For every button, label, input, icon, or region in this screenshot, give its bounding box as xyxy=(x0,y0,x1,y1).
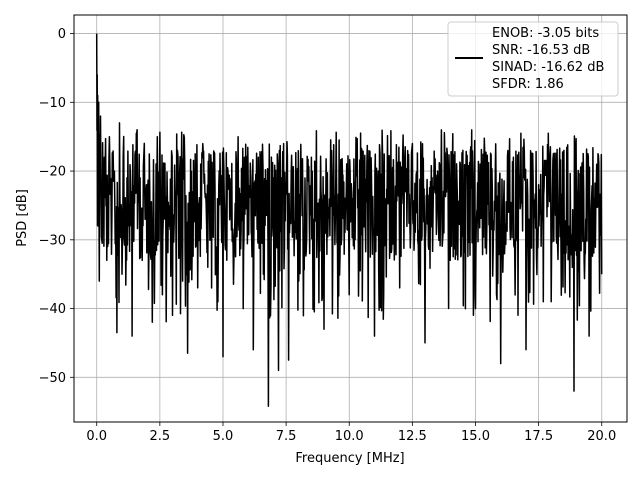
x-tick-label: 2.5 xyxy=(150,429,171,444)
y-tick-label: −50 xyxy=(39,371,66,386)
x-axis-ticks: 0.0 2.5 5.0 7.5 10.0 12.5 15.0 17.5 20.0 xyxy=(86,422,616,444)
x-tick-label: 7.5 xyxy=(276,429,297,444)
x-tick-label: 12.5 xyxy=(398,429,427,444)
psd-series-line xyxy=(95,33,603,407)
plot-frame xyxy=(73,14,628,423)
x-tick-label: 20.0 xyxy=(587,429,616,444)
legend: ENOB: -3.05 bits SNR: -16.53 dB SINAD: -… xyxy=(447,21,619,97)
y-tick-label: −20 xyxy=(39,165,66,180)
x-tick-label: 0.0 xyxy=(86,429,107,444)
x-axis-title: Frequency [MHz] xyxy=(295,451,404,466)
y-axis-ticks: 0 −10 −20 −30 −40 −50 xyxy=(39,27,74,386)
y-axis-title: PSD [dB] xyxy=(15,189,30,247)
y-tick-label: 0 xyxy=(58,27,66,42)
y-tick-label: −40 xyxy=(39,302,66,317)
legend-line-snr: SNR: -16.53 dB xyxy=(492,43,590,58)
legend-box xyxy=(447,21,619,97)
x-tick-label: 10.0 xyxy=(335,429,364,444)
x-tick-label: 5.0 xyxy=(213,429,234,444)
legend-line-enob: ENOB: -3.05 bits xyxy=(492,26,599,41)
y-tick-label: −10 xyxy=(39,96,66,111)
legend-line-sinad: SINAD: -16.62 dB xyxy=(492,60,604,75)
x-tick-label: 15.0 xyxy=(461,429,490,444)
y-tick-label: −30 xyxy=(39,233,66,248)
legend-line-sfdr: SFDR: 1.86 xyxy=(492,77,564,92)
series-line-group xyxy=(95,33,603,407)
x-tick-label: 17.5 xyxy=(524,429,553,444)
